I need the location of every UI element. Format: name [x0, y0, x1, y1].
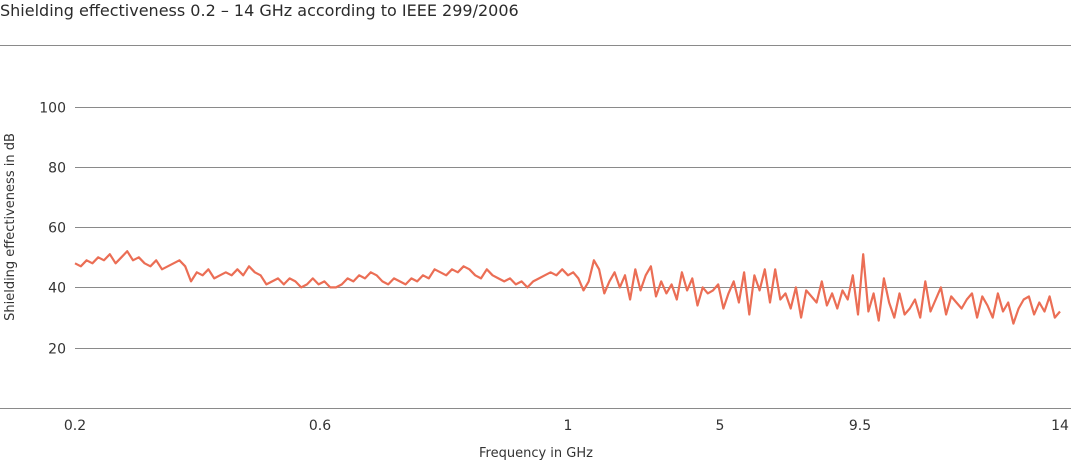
y-tick-label: 40 — [48, 281, 66, 297]
x-tick-label: 0.2 — [64, 418, 86, 434]
chart-title: Shielding effectiveness 0.2 – 14 GHz acc… — [0, 1, 519, 20]
x-tick-label: 5 — [716, 418, 725, 434]
y-tick-label: 100 — [39, 101, 66, 117]
x-tick-label: 14 — [1051, 418, 1069, 434]
x-tick-label: 9.5 — [849, 418, 871, 434]
y-tick-label: 20 — [48, 342, 66, 358]
y-axis-label: Shielding effectiveness in dB — [3, 133, 18, 321]
x-tick-label: 1 — [564, 418, 573, 434]
series-line — [74, 250, 1061, 325]
x-axis-label: Frequency in GHz — [479, 446, 593, 461]
y-tick-label: 80 — [48, 161, 66, 177]
y-tick-label: 60 — [48, 221, 66, 237]
x-tick-label: 0.6 — [309, 418, 331, 434]
